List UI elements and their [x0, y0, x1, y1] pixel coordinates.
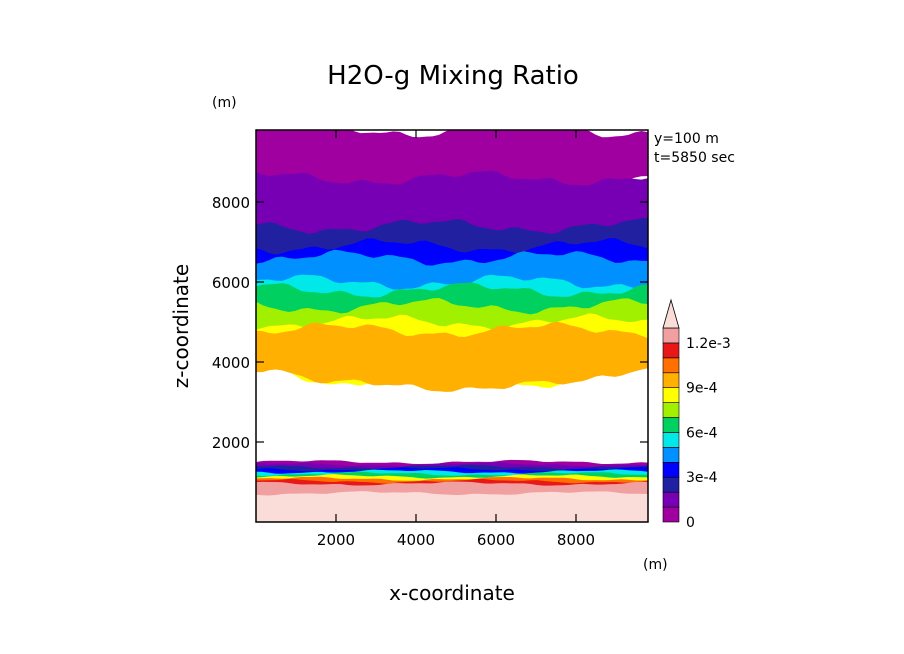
plot-frame	[255, 129, 649, 523]
colorbar-swatch	[662, 432, 680, 448]
surface-over-band	[256, 491, 648, 522]
colorbar: 0 3e-4 6e-4 9e-4 1.2e-3	[662, 298, 731, 531]
colorbar-swatch	[662, 462, 680, 478]
y-tick-label: 2000	[212, 434, 250, 452]
colorbar-tick-label: 0	[686, 515, 695, 531]
colorbar-swatch	[662, 387, 680, 403]
colorbar-tick-label: 6e-4	[686, 425, 718, 441]
x-tick-label: 2000	[317, 531, 355, 549]
y-axis-label: z-coordinate	[169, 264, 193, 388]
x-tick-label: 4000	[397, 531, 435, 549]
colorbar-tick-label: 9e-4	[686, 381, 718, 397]
annotation-y: y=100 m	[654, 131, 719, 147]
colorbar-swatch	[662, 447, 680, 463]
colorbar-swatch	[662, 327, 680, 344]
x-tick-label: 6000	[477, 531, 515, 549]
colorbar-swatch	[662, 417, 680, 433]
y-tick-label: 6000	[212, 274, 250, 292]
y-unit-label: (m)	[212, 95, 237, 111]
colorbar-tick-label: 1.2e-3	[686, 336, 731, 352]
colorbar-tick-label: 3e-4	[686, 470, 718, 486]
y-tick-label: 8000	[212, 194, 250, 212]
contour-band-9	[256, 321, 648, 392]
chart-title: H2O-g Mixing Ratio	[327, 61, 579, 91]
colorbar-swatch	[662, 491, 680, 508]
annotation-t: t=5850 sec	[654, 150, 735, 166]
x-tick-label: 8000	[557, 531, 595, 549]
colorbar-swatch	[662, 476, 680, 493]
colorbar-swatch	[662, 357, 680, 374]
y-tick-label: 4000	[212, 354, 250, 372]
x-unit-label: (m)	[643, 557, 668, 573]
colorbar-swatch	[662, 372, 680, 388]
colorbar-swatch	[662, 506, 680, 523]
colorbar-swatch	[662, 402, 680, 418]
colorbar-swatch	[662, 342, 680, 359]
x-axis-label: x-coordinate	[389, 581, 515, 605]
colorbar-extend-arrow	[662, 298, 680, 329]
contour-plot-area	[256, 130, 648, 522]
